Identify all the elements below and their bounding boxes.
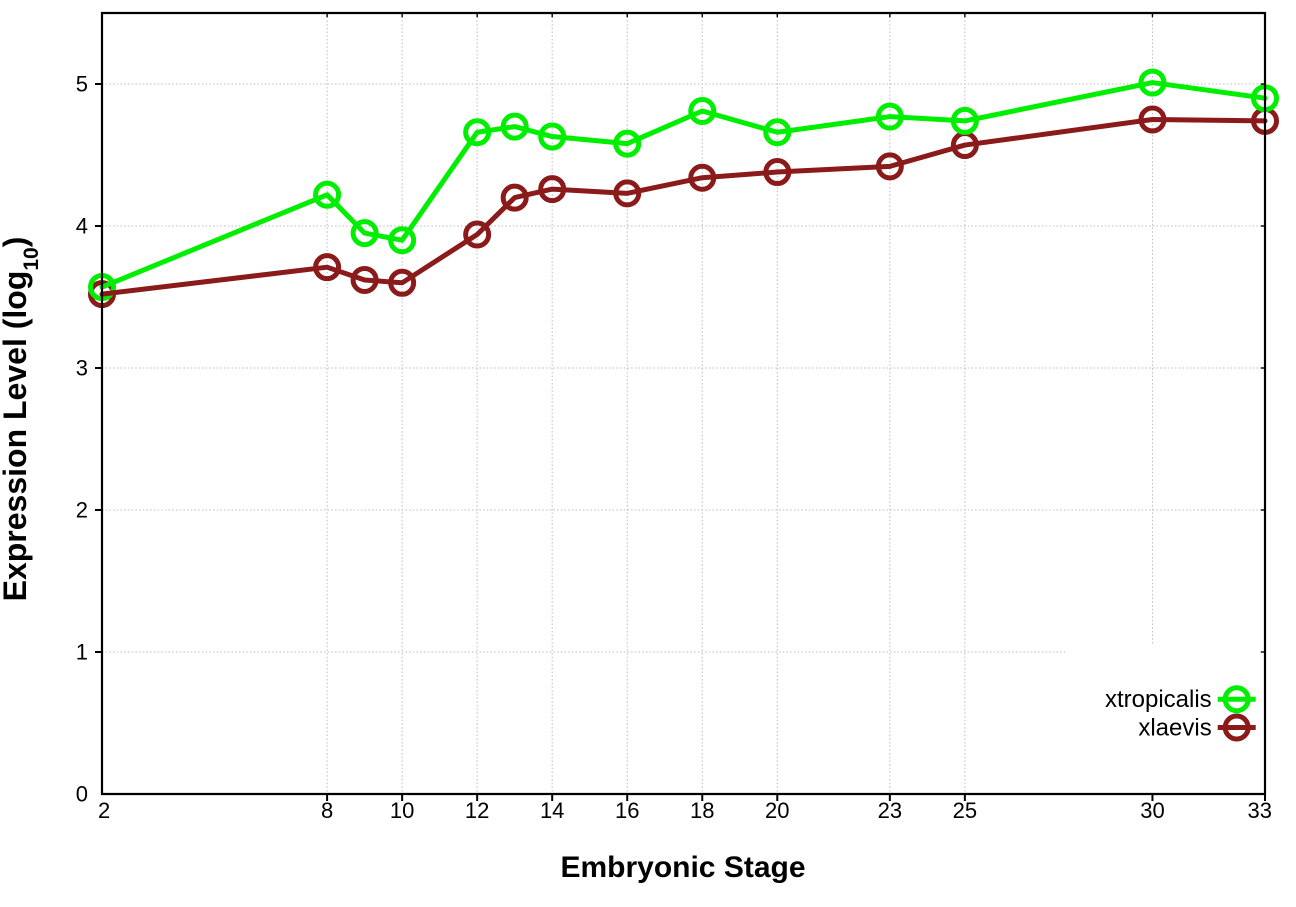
- svg-text:8: 8: [321, 798, 333, 823]
- svg-text:12: 12: [465, 798, 489, 823]
- svg-text:xtropicalis: xtropicalis: [1105, 686, 1212, 713]
- svg-text:33: 33: [1248, 798, 1272, 823]
- svg-text:10: 10: [390, 798, 414, 823]
- svg-text:5: 5: [76, 72, 88, 97]
- svg-text:2: 2: [76, 498, 88, 523]
- svg-text:0: 0: [76, 782, 88, 807]
- svg-text:4: 4: [76, 214, 88, 239]
- svg-text:16: 16: [615, 798, 639, 823]
- svg-text:30: 30: [1140, 798, 1164, 823]
- svg-text:20: 20: [765, 798, 789, 823]
- svg-text:3: 3: [76, 356, 88, 381]
- svg-text:xlaevis: xlaevis: [1138, 715, 1211, 742]
- svg-text:2: 2: [98, 798, 110, 823]
- svg-text:23: 23: [878, 798, 902, 823]
- svg-text:18: 18: [690, 798, 714, 823]
- svg-text:14: 14: [540, 798, 564, 823]
- svg-text:25: 25: [953, 798, 977, 823]
- svg-text:1: 1: [76, 640, 88, 665]
- svg-text:Embryonic Stage: Embryonic Stage: [560, 851, 805, 884]
